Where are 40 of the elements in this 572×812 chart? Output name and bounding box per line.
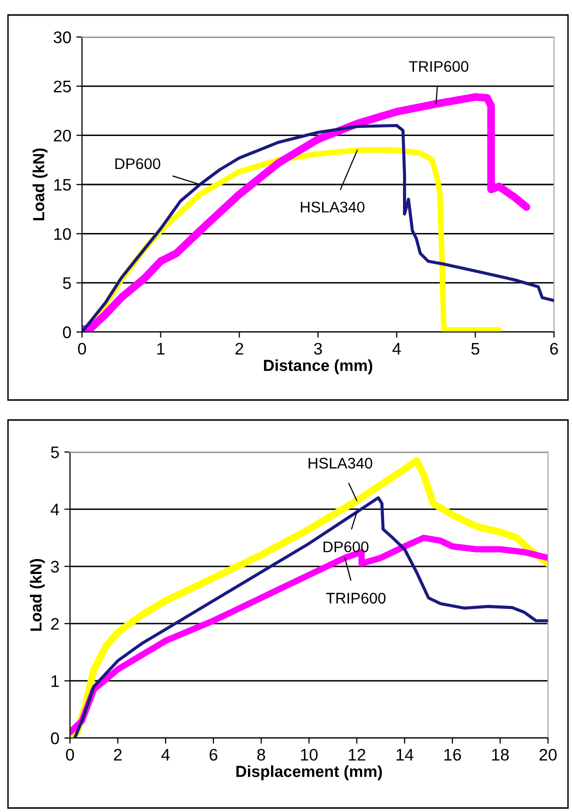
- text: HSLA340: [300, 202, 364, 213]
- y-axis-title: Load (kN): [30, 558, 45, 631]
- x-tick-label: 2: [236, 342, 244, 354]
- y-tick-label: 20: [54, 130, 71, 142]
- x-tick-label: 4: [392, 343, 401, 354]
- x-tick-label: 18: [492, 748, 509, 761]
- series-label: DP600: [324, 541, 368, 552]
- x-tick-label: 2: [114, 748, 122, 760]
- x-tick-label: 20: [540, 748, 557, 761]
- y-tick-label: 5: [50, 446, 59, 458]
- series-label: TRIP600: [408, 61, 468, 72]
- y-tick-label: 0: [62, 326, 71, 338]
- x-tick-label: 12: [348, 748, 366, 760]
- y-tick-label: 4: [50, 504, 60, 516]
- x-axis-title: Displacement (mm): [236, 765, 382, 780]
- y-tick-label: 30: [54, 31, 71, 44]
- series-label: HSLA340: [308, 458, 372, 469]
- y-axis-title: Load (kN): [32, 148, 48, 220]
- text: DP600: [115, 158, 160, 170]
- x-tick-label: 6: [550, 342, 558, 355]
- x-tick-label: 1: [157, 343, 164, 354]
- y-tick-label: 2: [51, 618, 59, 630]
- x-tick-label: 16: [444, 748, 461, 761]
- x-tick-label: 0: [78, 342, 86, 355]
- x-tick-label: 5: [471, 343, 480, 355]
- y-tick-label: 25: [54, 80, 71, 92]
- y-tick-label: 1: [52, 675, 59, 687]
- x-tick-label: 6: [210, 748, 218, 761]
- y-tick-label: 0: [50, 732, 59, 744]
- x-tick-label: 10: [301, 748, 318, 761]
- x-tick-label: 8: [257, 748, 266, 761]
- y-tick-label: 3: [50, 560, 59, 573]
- y-tick-label: 10: [54, 228, 71, 240]
- x-tick-label: 14: [396, 749, 414, 760]
- y-tick-label: 15: [54, 179, 71, 191]
- y-tick-label: 5: [62, 277, 71, 290]
- x-tick-label: 4: [161, 749, 170, 760]
- x-tick-label: 3: [314, 342, 322, 355]
- series-label: TRIP600: [326, 592, 386, 604]
- x-axis-title: Distance (mm): [264, 359, 372, 374]
